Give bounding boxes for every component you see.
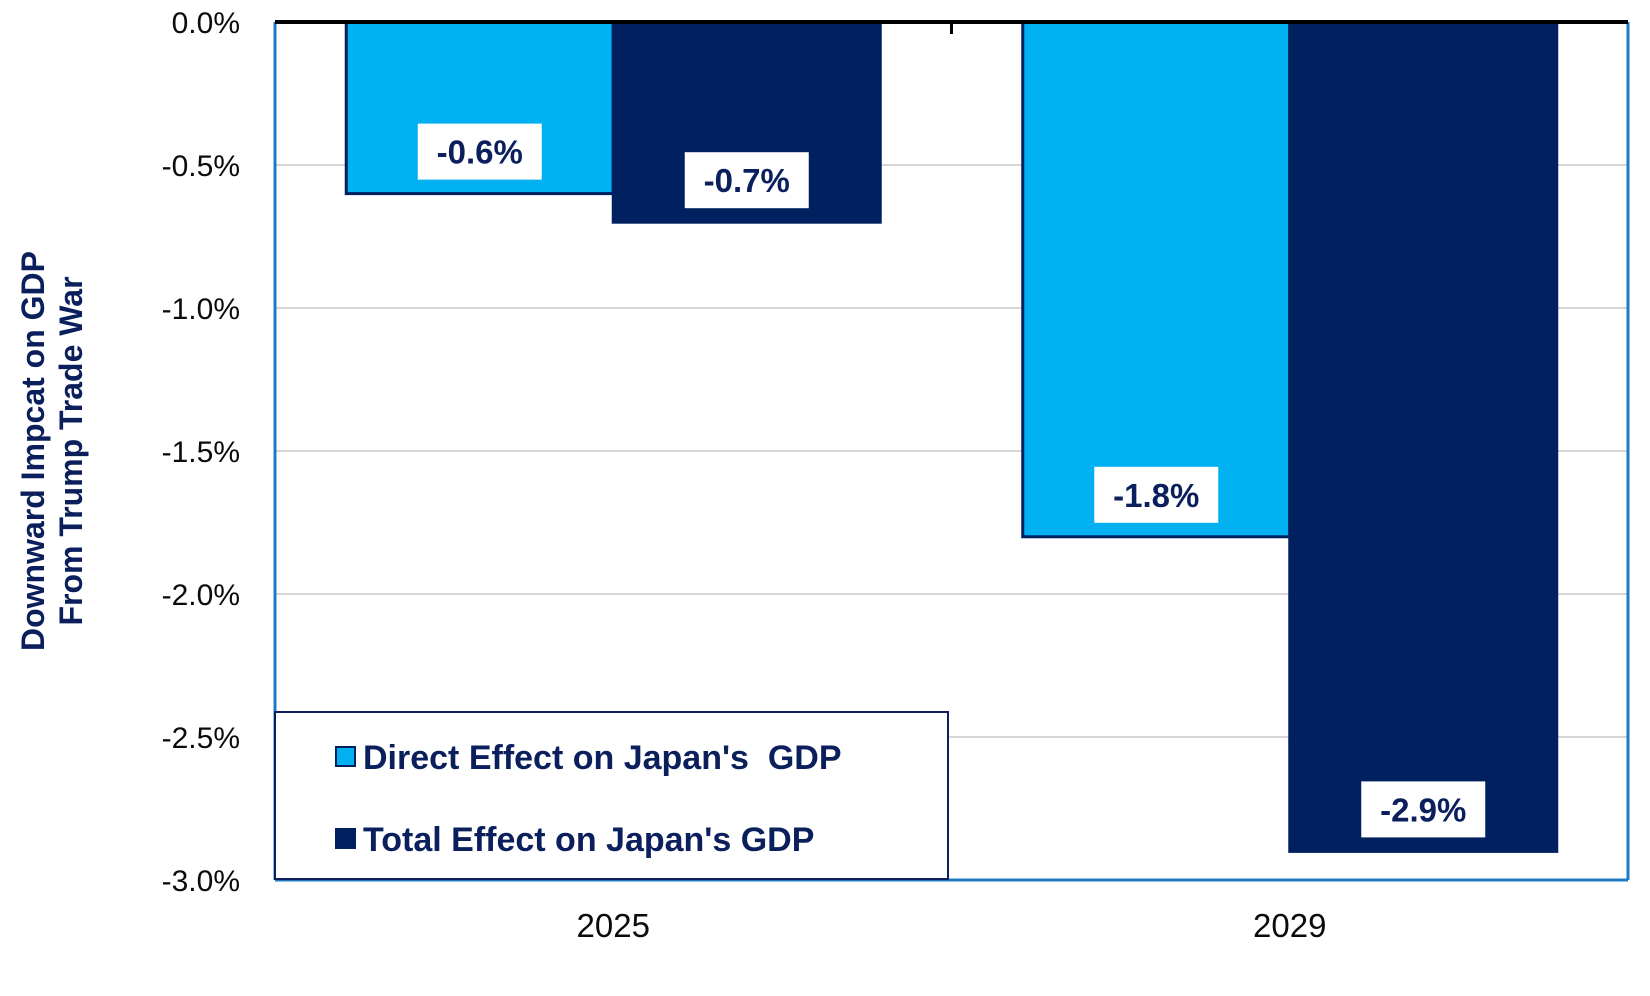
- y-tick-label: -1.5%: [162, 436, 240, 469]
- y-tick-label: 0.0%: [172, 7, 240, 40]
- bar-2029-series-1: [1021, 20, 1292, 539]
- legend-box: [274, 711, 949, 880]
- legend-swatch-series-2: [335, 828, 356, 849]
- y-tick-label: -3.0%: [162, 865, 240, 898]
- legend-swatch-series-1: [335, 746, 356, 767]
- y-tick-label: -0.5%: [162, 150, 240, 183]
- data-label-2029-series-1: -1.8%: [1113, 477, 1199, 514]
- x-tick-label-2029: 2029: [1253, 907, 1326, 944]
- data-label-2029-series-2: -2.9%: [1380, 791, 1466, 828]
- legend-label-series-2: Total Effect on Japan's GDP: [363, 821, 814, 859]
- x-tick-label-2025: 2025: [577, 907, 650, 944]
- data-label-2025-series-1: -0.6%: [437, 134, 523, 171]
- bar-2029-series-2: [1288, 20, 1559, 853]
- y-tick-label: -2.0%: [162, 579, 240, 612]
- y-axis-title-line: From Trump Trade War: [53, 276, 89, 625]
- y-tick-label: -2.5%: [162, 722, 240, 755]
- y-axis-title-line: Downward Impcat on GDP: [15, 251, 51, 651]
- data-label-2025-series-2: -0.7%: [704, 162, 790, 199]
- legend-label-series-1: Direct Effect on Japan's GDP: [363, 739, 842, 777]
- y-tick-label: -1.0%: [162, 293, 240, 326]
- data-label-box: [417, 123, 542, 180]
- y-axis-title: Downward Impcat on GDPFrom Trump Trade W…: [15, 251, 89, 651]
- data-label-box: [684, 152, 809, 209]
- data-label-box: [1361, 781, 1486, 838]
- data-label-box: [1094, 466, 1219, 523]
